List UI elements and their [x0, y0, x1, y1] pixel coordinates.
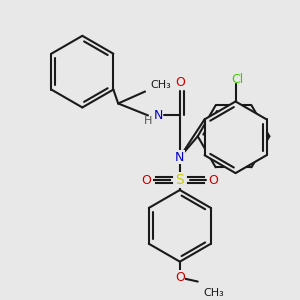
- Text: H: H: [144, 116, 152, 126]
- Text: O: O: [175, 76, 185, 89]
- Polygon shape: [205, 101, 267, 173]
- Text: Cl: Cl: [231, 73, 244, 86]
- Text: CH₃: CH₃: [150, 80, 171, 89]
- Text: S: S: [176, 173, 184, 187]
- Text: O: O: [141, 174, 151, 187]
- Text: CH₃: CH₃: [204, 287, 224, 298]
- Text: O: O: [209, 174, 219, 187]
- Text: N: N: [153, 109, 163, 122]
- Text: O: O: [175, 271, 185, 284]
- Text: N: N: [175, 151, 184, 164]
